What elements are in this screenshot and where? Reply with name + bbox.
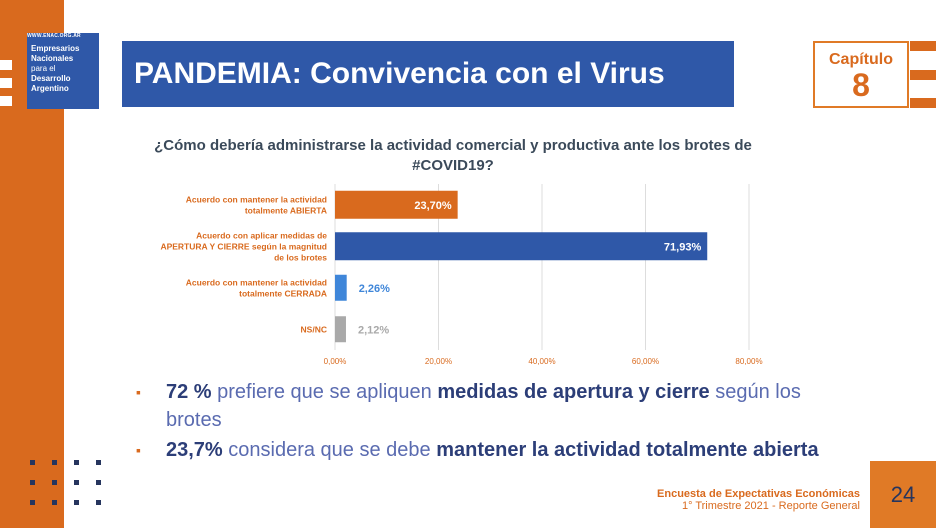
value-label: 2,26%: [359, 283, 390, 295]
footer-title: Encuesta de Expectativas Económicas: [657, 488, 860, 500]
category-label: Acuerdo con mantener la actividad: [186, 277, 327, 287]
chapter-stripe: [910, 41, 936, 51]
x-tick-label: 80,00%: [735, 357, 762, 366]
dot: [52, 500, 57, 505]
value-label: 71,93%: [664, 241, 702, 253]
chapter-stripe: [910, 98, 936, 108]
x-tick-label: 40,00%: [528, 357, 555, 366]
bar: [335, 274, 347, 301]
dot: [74, 500, 79, 505]
finding-item: ▪ 23,7% considera que se debe mantener l…: [130, 436, 830, 464]
logo-line: Desarrollo: [31, 74, 71, 83]
enac-logo: Empresarios Nacionales para el Desarroll…: [27, 33, 99, 109]
band-notch: [0, 60, 12, 70]
bar: [335, 232, 708, 261]
finding-strong: 23,7%: [166, 439, 223, 461]
dot: [52, 480, 57, 485]
category-label: APERTURA Y CIERRE según la magnitud: [160, 241, 327, 251]
x-tick-label: 20,00%: [425, 357, 452, 366]
bar: [335, 316, 346, 343]
page-number: 24: [870, 461, 936, 528]
chart-question: ¿Cómo debería administrarse la actividad…: [154, 137, 752, 174]
dot: [30, 500, 35, 505]
finding-strong: medidas de apertura y cierre: [437, 381, 710, 403]
dot: [74, 460, 79, 465]
logo-line: Argentino: [31, 84, 69, 93]
band-notch: [0, 78, 12, 88]
logo-line: Empresarios: [31, 44, 80, 53]
finding-text: prefiere que se apliquen: [211, 381, 438, 403]
category-label: Acuerdo con aplicar medidas de: [196, 230, 327, 240]
logo-line: Nacionales: [31, 54, 74, 63]
dot: [52, 460, 57, 465]
dot: [74, 480, 79, 485]
chapter-label: Capítulo: [829, 51, 893, 68]
value-label: 2,12%: [358, 324, 389, 336]
page-title: PANDEMIA: Convivencia con el Virus: [122, 41, 734, 107]
chapter-stripe: [910, 70, 936, 80]
category-label: Acuerdo con mantener la actividad: [186, 194, 327, 204]
bullet-icon: ▪: [136, 442, 141, 458]
key-findings: ▪ 72 % prefiere que se apliquen medidas …: [130, 378, 830, 466]
x-tick-label: 0,00%: [324, 357, 347, 366]
finding-strong: 72 %: [166, 381, 212, 403]
finding-strong: mantener la actividad totalmente abierta: [436, 439, 819, 461]
bar-chart: 0,00% 20,00% 40,00% 60,00% 80,00% Acuerdo con…: [160, 184, 763, 366]
chapter-number: 8: [852, 67, 870, 103]
footer-subtitle: 1° Trimestre 2021 - Reporte General: [681, 500, 860, 512]
dot: [96, 480, 101, 485]
value-label: 23,70%: [414, 200, 452, 212]
category-label: NS/NC: [301, 324, 327, 334]
finding-text: considera que se debe: [222, 439, 437, 461]
dot: [96, 460, 101, 465]
footer-report: Encuesta de Expectativas Económicas 1° T…: [560, 488, 860, 512]
logo-line: para el: [31, 64, 56, 73]
bar: [335, 190, 458, 219]
dot: [96, 500, 101, 505]
category-label: totalmente ABIERTA: [245, 205, 327, 215]
dot: [30, 460, 35, 465]
logo-url: WWW.ENAC.ORG.AR: [27, 33, 81, 39]
category-label: de los brotes: [274, 252, 327, 262]
finding-text: según los brotes: [166, 381, 801, 431]
finding-item: ▪ 72 % prefiere que se apliquen medidas …: [130, 378, 830, 434]
chapter-badge: Capítulo 8: [813, 41, 909, 108]
x-tick-label: 60,00%: [632, 357, 659, 366]
dot: [30, 480, 35, 485]
bullet-icon: ▪: [136, 384, 141, 400]
category-label: totalmente CERRADA: [239, 288, 327, 298]
band-notch: [0, 96, 12, 106]
